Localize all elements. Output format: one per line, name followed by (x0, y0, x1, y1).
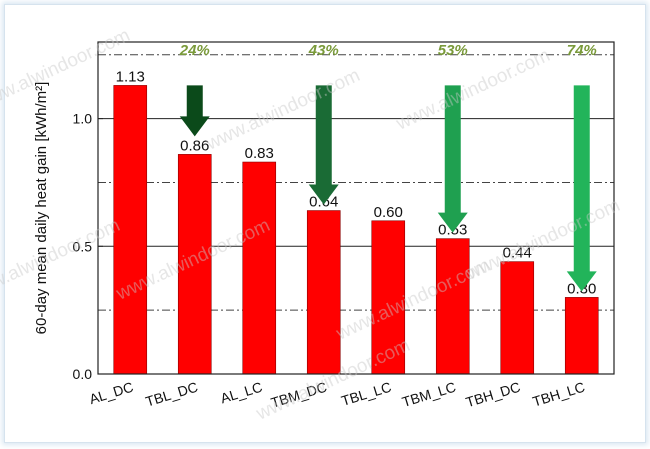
reduction-arrow (566, 85, 597, 292)
reduction-percent: 53% (438, 42, 468, 59)
data-label: 0.60 (374, 204, 403, 221)
bar (371, 220, 406, 375)
x-tick-label: TBL_DC (144, 379, 200, 410)
y-tick-label: 0.0 (73, 366, 93, 382)
reduction-arrow (437, 85, 468, 233)
reduction-arrow (179, 85, 210, 137)
data-label: 1.13 (116, 68, 145, 85)
data-label: 0.86 (180, 137, 209, 154)
x-tick-label: TBM_LC (400, 379, 457, 410)
bar (435, 238, 470, 375)
bar (113, 85, 148, 375)
bar (242, 161, 277, 375)
x-tick-label: AL_DC (87, 379, 135, 407)
reduction-percent: 24% (179, 42, 210, 59)
x-tick-label: AL_LC (219, 379, 265, 407)
reduction-arrow (308, 85, 339, 205)
x-tick-label: TBH_LC (531, 379, 587, 410)
bar (306, 210, 341, 375)
data-label: 0.44 (503, 245, 532, 262)
x-tick-label: TBH_DC (464, 379, 522, 411)
reduction-percent: 43% (308, 42, 339, 59)
bar (500, 261, 535, 375)
reduction-percent: 74% (567, 42, 597, 59)
plot-border (97, 41, 615, 375)
data-label: 0.83 (245, 145, 274, 162)
y-tick-label: 0.5 (73, 238, 93, 254)
bar (564, 297, 599, 375)
y-axis-label: 60-day mean daily heat gain [kWh/m²] (33, 82, 50, 335)
y-tick-label: 1.0 (73, 111, 93, 127)
